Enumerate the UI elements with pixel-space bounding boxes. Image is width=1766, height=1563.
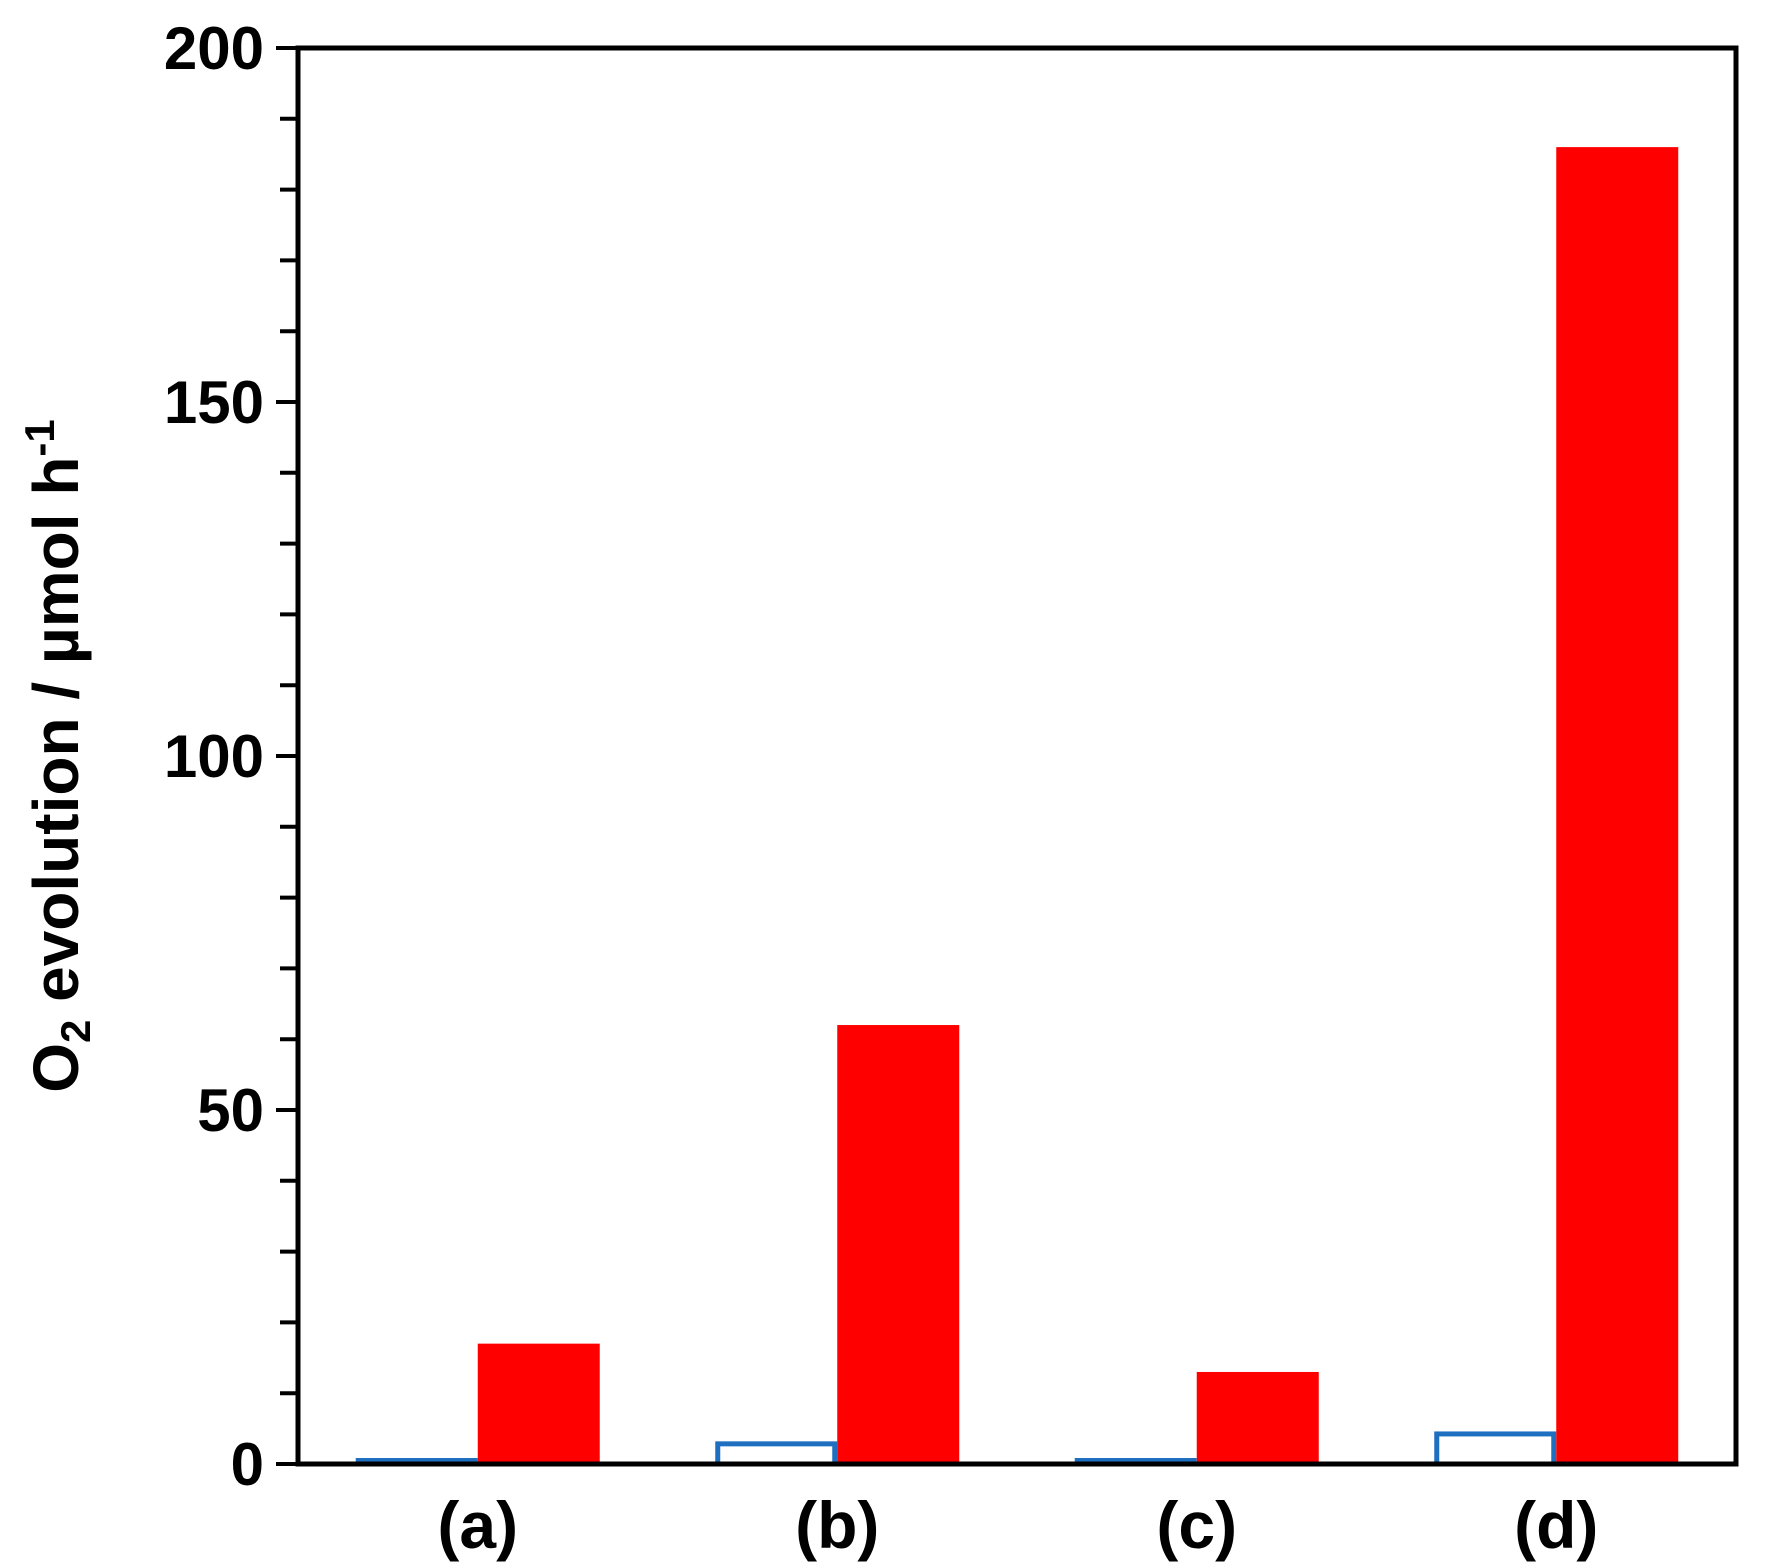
bar-outline-4	[1434, 1431, 1557, 1467]
bars-group	[355, 147, 1679, 1467]
y-ticks-group: 0 50 100 150 200	[164, 15, 298, 1498]
x-category-label: (d)	[1514, 1488, 1598, 1562]
y-tick-label: 0	[231, 1431, 264, 1498]
y-tick-label: 100	[164, 723, 264, 790]
bar-filled-2	[837, 1025, 960, 1464]
plot-frame	[295, 45, 1739, 1467]
y-axis-label-subscript: 2	[52, 1020, 99, 1043]
x-category-label: (a)	[437, 1488, 518, 1562]
y-tick-label: 150	[164, 369, 264, 436]
bar-filled-1	[477, 1343, 600, 1464]
x-category-labels: (a) (b) (c) (d)	[437, 1488, 1598, 1562]
bar-filled-4	[1556, 147, 1679, 1464]
y-axis-label: O2 evolution / µmol h-1	[16, 419, 99, 1093]
y-axis-label-prefix: O	[20, 1043, 92, 1093]
bar-outline-2	[715, 1441, 838, 1467]
x-category-label: (c)	[1156, 1488, 1237, 1562]
bar-filled-3	[1196, 1371, 1319, 1464]
y-axis-label-superscript: -1	[16, 419, 63, 456]
y-tick-label: 50	[197, 1077, 264, 1144]
y-axis-label-middle: evolution / µmol h	[20, 457, 92, 1020]
x-category-label: (b)	[795, 1488, 879, 1562]
y-tick-label: 200	[164, 15, 264, 82]
